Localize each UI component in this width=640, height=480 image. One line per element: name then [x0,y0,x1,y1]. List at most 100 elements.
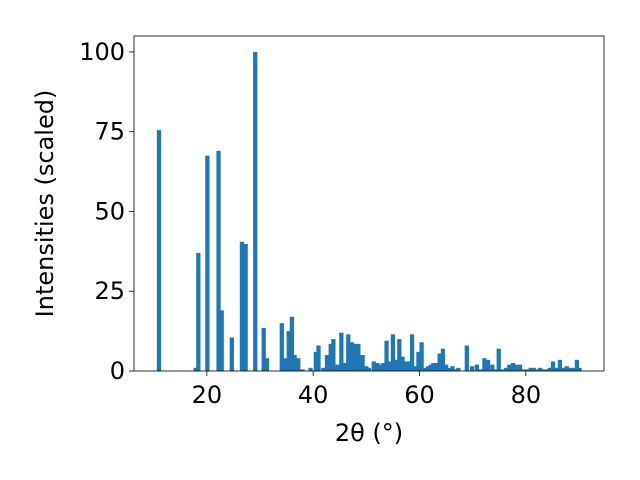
bar [156,130,162,371]
bar [510,363,516,371]
bar [447,367,452,371]
bar [574,359,580,371]
x-tick-label: 40 [298,381,329,409]
plot-frame [133,35,605,372]
bar [390,334,396,371]
bar [485,359,491,371]
bar [371,361,376,371]
bar [393,359,399,371]
bar [229,337,234,371]
bar [387,361,392,371]
bar-series [156,51,582,371]
bar [279,323,284,371]
y-tick-label: 25 [94,277,125,305]
bar [496,348,501,371]
x-tick-label: 60 [404,381,435,409]
bar [313,351,318,371]
bar [504,367,509,371]
bar [342,363,347,371]
bar [193,367,198,371]
bar [428,364,433,371]
bar [541,369,546,371]
bar [531,367,536,371]
bar [507,364,512,371]
bar [353,343,358,371]
bar [490,364,495,371]
bar [366,367,372,371]
bar [328,343,333,371]
bar [406,361,412,371]
bar [335,364,340,371]
x-tick-label: 20 [192,381,223,409]
bar [538,367,543,371]
bar [416,351,421,371]
bar [216,150,221,371]
bar [431,363,436,371]
bar [378,364,383,371]
bar [493,369,498,371]
bar [437,353,442,371]
y-tick-label: 50 [94,197,125,225]
bar [482,358,487,371]
x-tick-label: 80 [511,381,542,409]
bar [528,367,533,371]
bar [339,332,344,371]
bar [196,252,201,371]
bar [296,358,301,371]
bar [567,367,573,371]
bar [253,51,258,371]
bar [557,359,562,371]
y-tick-label: 0 [110,357,125,385]
bar [571,367,576,371]
bar [243,244,248,371]
bar [283,358,288,371]
bar [321,367,326,371]
bar [286,331,291,371]
bar [450,366,455,371]
bar [292,355,297,371]
bar [550,361,556,371]
bar [413,366,418,371]
bar [440,348,446,371]
x-axis: 20 40 60 80 [192,371,542,409]
bar [534,369,540,371]
bar [513,364,518,371]
bar [331,339,336,371]
bar [464,345,469,371]
bar [499,369,505,371]
bar [289,316,295,371]
bar [384,340,389,371]
bar [364,366,369,371]
bar [381,363,386,371]
bar [443,364,449,371]
bar [219,310,224,371]
bar [360,355,365,371]
bar [324,355,330,371]
bar [397,339,402,371]
y-tick-label: 75 [94,118,125,146]
y-axis: 0 25 50 75 100 [79,38,134,385]
bar [375,363,380,371]
bar [544,369,549,371]
bar [400,356,405,371]
bar [517,364,523,371]
bar [261,327,266,371]
bar [422,367,427,371]
y-axis-label: Intensities (scaled) [31,90,59,318]
bar [308,367,313,371]
bar [264,358,270,371]
bar [349,342,355,371]
bar [470,366,475,371]
bar [205,155,210,371]
bar [456,367,461,371]
bar [346,334,351,371]
bar [577,367,582,371]
bar [547,367,552,371]
x-axis-label: 2θ (°) [335,419,403,447]
bar [316,345,321,371]
bar [561,367,566,371]
bar [453,369,458,371]
bar [239,241,245,371]
bar [474,364,480,371]
